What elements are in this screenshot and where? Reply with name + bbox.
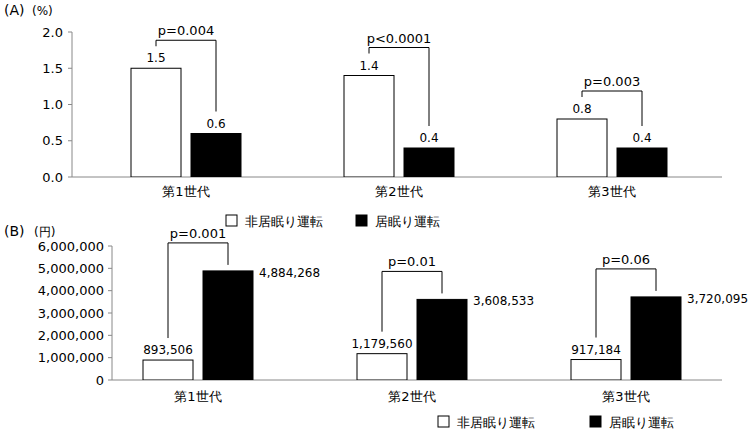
- bar: [143, 360, 193, 380]
- y-tick: [108, 246, 112, 247]
- data-label: 0.8: [572, 102, 591, 116]
- legend-label: 居眠り運転: [375, 214, 440, 229]
- x-tick-label: 第3世代: [588, 184, 635, 199]
- y-tick: [68, 177, 72, 178]
- data-label: 1.5: [146, 51, 165, 65]
- legend-swatch: [226, 215, 237, 226]
- legend-swatch: [438, 416, 449, 427]
- bar: [357, 354, 407, 380]
- data-label: 3,608,533: [473, 294, 534, 308]
- y-tick: [68, 140, 72, 141]
- legend-label: 居眠り運転: [609, 415, 674, 430]
- x-tick-label: 第2世代: [375, 184, 422, 199]
- panel-label: (A): [4, 2, 25, 18]
- panel-label: (B): [4, 223, 25, 239]
- bars: [131, 68, 667, 177]
- y-tick-label: 1,000,000: [38, 350, 104, 365]
- y-tick-label: 4,000,000: [38, 283, 104, 298]
- x-tick-label: 第2世代: [388, 389, 435, 404]
- data-label: 0.4: [419, 131, 438, 145]
- x-tick-label: 第1世代: [174, 389, 221, 404]
- data-label: 917,184: [571, 343, 621, 357]
- p-value: p=0.06: [602, 252, 650, 267]
- p-value: p=0.004: [158, 23, 214, 38]
- y-axis: [72, 32, 73, 177]
- bar: [131, 68, 181, 177]
- bar: [631, 297, 681, 380]
- significance-bracket: [168, 243, 228, 338]
- y-tick: [68, 32, 72, 33]
- significance-bracket: [596, 269, 656, 338]
- bar: [344, 76, 394, 178]
- y-tick-label: 0: [96, 373, 104, 388]
- data-label: 1.4: [359, 59, 378, 73]
- p-value: p<0.0001: [367, 31, 432, 46]
- y-tick-label: 2,000,000: [38, 328, 104, 343]
- legend-label: 非居眠り運転: [245, 214, 323, 229]
- bar: [191, 134, 241, 178]
- p-value: p=0.001: [170, 226, 226, 241]
- p-value: p=0.003: [584, 74, 640, 89]
- y-tick-label: 0.0: [42, 170, 63, 185]
- y-tick: [108, 313, 112, 314]
- y-tick-label: 5,000,000: [38, 261, 104, 276]
- x-tick-label: 第1世代: [162, 184, 209, 199]
- data-label: 1,179,560: [351, 337, 412, 351]
- y-tick: [68, 68, 72, 69]
- significance-bracket: [382, 271, 442, 331]
- chart-canvas: (A) (%) 0.0 0.5 1.0 1.5 2.0 第1世代 1.5 0.6 p=0.004 第2…: [0, 0, 750, 436]
- data-label: 0.6: [206, 117, 225, 131]
- data-label: 3,720,095: [687, 292, 748, 306]
- data-label: 0.4: [632, 131, 651, 145]
- bar: [203, 271, 253, 380]
- chart-panel: (B) (円) 0 1,000,000 2,000,000 3,000,000 4,000,…: [4, 223, 748, 430]
- p-value: p=0.01: [388, 254, 436, 269]
- bar: [571, 360, 621, 380]
- y-tick-label: 3,000,000: [38, 306, 104, 321]
- legend-swatch: [356, 215, 367, 226]
- significance-bracket: [156, 40, 216, 111]
- significance-bracket: [582, 91, 642, 126]
- y-axis: [112, 246, 113, 380]
- bar: [557, 119, 607, 177]
- y-tick-label: 2.0: [42, 25, 63, 40]
- y-tick: [108, 290, 112, 291]
- y-tick-label: 6,000,000: [38, 239, 104, 254]
- data-label: 893,506: [143, 343, 193, 357]
- significance-bracket: [369, 48, 429, 127]
- y-tick: [108, 380, 112, 381]
- axis-unit: (%): [32, 4, 53, 18]
- data-label: 4,884,268: [259, 266, 320, 280]
- bars: [143, 271, 681, 380]
- bar: [417, 299, 467, 380]
- y-tick-label: 1.0: [42, 97, 63, 112]
- y-tick: [108, 268, 112, 269]
- y-tick: [108, 335, 112, 336]
- chart-panel: (A) (%) 0.0 0.5 1.0 1.5 2.0 第1世代 1.5 0.6 p=0.004 第2…: [4, 2, 722, 229]
- axis-unit: (円): [34, 225, 55, 239]
- x-tick-label: 第3世代: [602, 389, 649, 404]
- y-tick-label: 1.5: [42, 61, 63, 76]
- bar: [617, 148, 667, 177]
- bar: [404, 148, 454, 177]
- y-tick: [68, 104, 72, 105]
- legend-swatch: [590, 416, 601, 427]
- y-tick: [108, 357, 112, 358]
- y-tick-label: 0.5: [42, 133, 63, 148]
- legend-label: 非居眠り運転: [457, 415, 535, 430]
